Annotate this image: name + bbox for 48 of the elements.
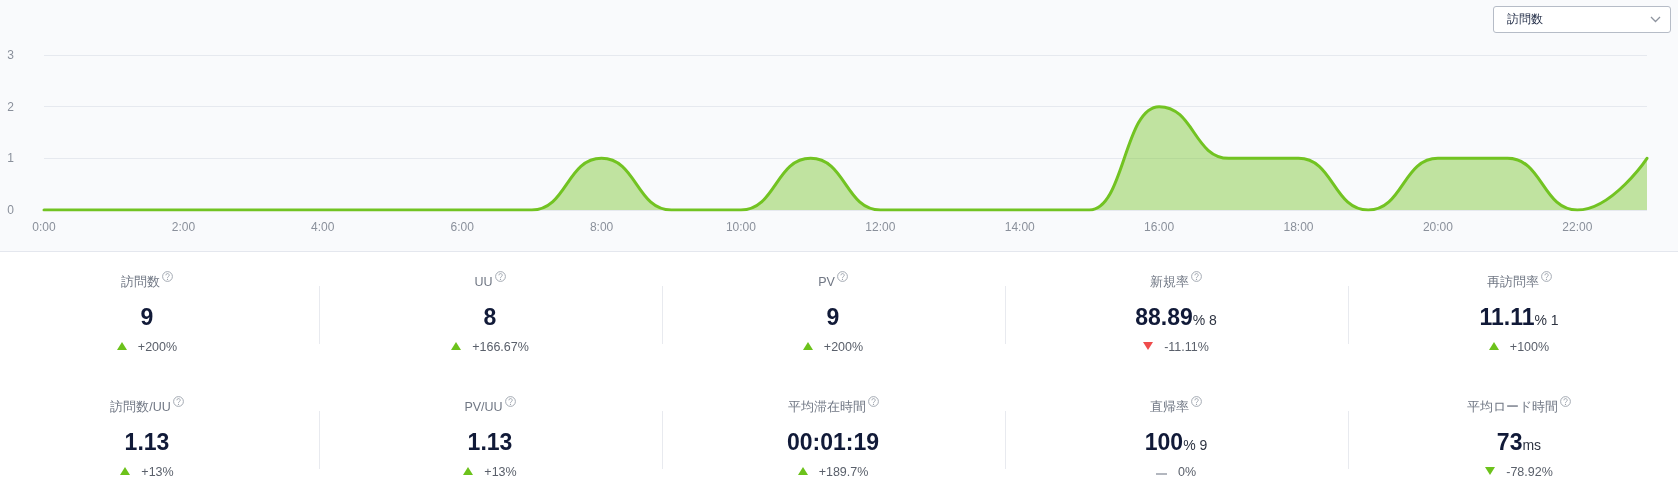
text: 73ms (1496, 429, 1542, 455)
text: -11.11% (1164, 340, 1209, 354)
category-label: 新規率 (1150, 275, 1189, 289)
text: 11.11% 1 (1479, 304, 1559, 330)
text: 0% (1177, 465, 1197, 479)
y-tick-label: 3 (7, 48, 15, 62)
category-label: PV (818, 275, 835, 289)
x-tick-label: 4:00 (311, 220, 335, 234)
text: -78.92% (1506, 465, 1553, 479)
category-label: 平均滞在時間 (787, 400, 866, 414)
x-tick-label: 0:00 (32, 220, 56, 234)
text: 9 (826, 304, 840, 330)
x-tick-label: 16:00 (1144, 220, 1175, 234)
text: 1.13 (467, 429, 513, 455)
y-tick-label: 2 (7, 99, 15, 114)
text: +13% (141, 465, 174, 479)
text: 88.89% 8 (1135, 304, 1217, 330)
text: +200% (137, 340, 178, 354)
text: +13% (484, 465, 517, 479)
text: 100% 9 (1144, 429, 1208, 455)
x-tick-label: 12:00 (865, 220, 896, 234)
text: +166.67% (472, 340, 529, 354)
category-label: 訪問数/UU (110, 400, 171, 414)
x-tick-label: 6:00 (450, 220, 475, 234)
x-tick-label: 14:00 (1004, 220, 1036, 234)
y-axis-title: 訪問数 (1507, 12, 1543, 27)
x-tick-label: 10:00 (725, 220, 757, 234)
x-tick-label: 18:00 (1283, 220, 1314, 234)
x-tick-label: 8:00 (589, 220, 614, 234)
category-label: 訪問数 (121, 275, 160, 289)
x-tick-label: 22:00 (1562, 220, 1593, 234)
category-label: 直帰率 (1150, 400, 1189, 414)
text: +189.7% (818, 465, 869, 479)
category-label: UU (474, 275, 493, 289)
x-tick-label: 2:00 (171, 220, 196, 234)
x-tick-label: 20:00 (1422, 220, 1454, 234)
dropdown: 訪問数 (1493, 6, 1671, 33)
text: 00:01:19 (786, 429, 880, 455)
text: +100% (1509, 340, 1550, 354)
text: 8 (483, 304, 497, 330)
category-label: 再訪問率 (1486, 275, 1539, 289)
text: 9 (140, 304, 154, 330)
y-tick-label: 0 (7, 203, 15, 217)
category-label: PV/UU (464, 400, 503, 414)
category-label: 平均ロード時間 (1467, 400, 1558, 414)
text: 1.13 (124, 429, 170, 455)
text: +200% (823, 340, 864, 354)
y-tick-label: 1 (7, 151, 15, 166)
